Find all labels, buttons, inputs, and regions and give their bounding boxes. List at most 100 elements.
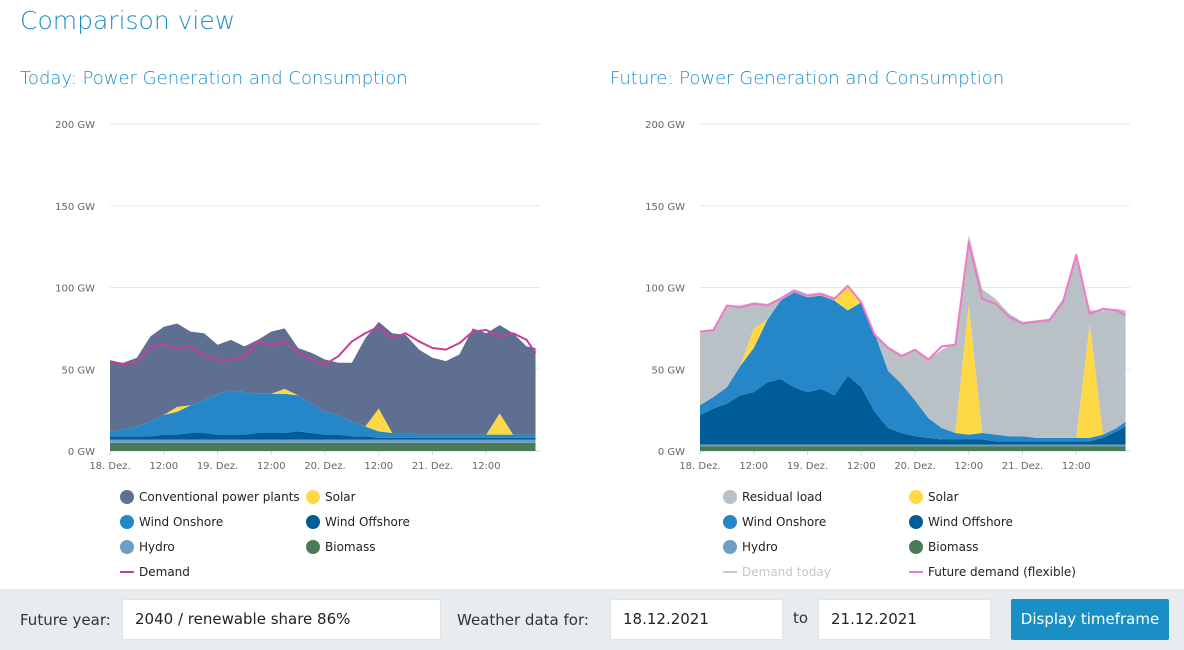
future-demand-line-icon	[909, 571, 923, 573]
y-tick-label: 100 GW	[645, 284, 685, 295]
area-biomass	[700, 446, 1126, 451]
future-year-label: Future year:	[20, 611, 111, 629]
legend-label: Solar	[325, 490, 356, 504]
biomass-dot-icon	[306, 540, 320, 554]
chart-title-today: Today: Power Generation and Consumption	[20, 68, 408, 89]
x-tick-label: 20. Dez.	[894, 461, 935, 472]
x-tick-label: 18. Dez.	[679, 461, 720, 472]
y-tick-label: 100 GW	[55, 284, 95, 295]
legend-label: Wind Onshore	[139, 515, 224, 529]
y-tick-label: 0 GW	[68, 447, 95, 458]
y-tick-label: 150 GW	[645, 202, 685, 213]
legend-future: Residual load Solar Wind Onshore Wind Of…	[723, 488, 1103, 581]
x-tick-label: 12:00	[149, 461, 178, 472]
x-tick-label: 12:00	[1062, 461, 1091, 472]
legend-label: Hydro	[139, 540, 175, 554]
y-tick-label: 0 GW	[658, 447, 685, 458]
today-chart: 0 GW 50 GW 100 GW 150 GW 200 GW 18. Dez. 12:00…	[55, 120, 540, 472]
x-tick-label: 12:00	[257, 461, 286, 472]
residual-load-dot-icon	[723, 490, 737, 504]
x-tick-label: 12:00	[847, 461, 876, 472]
legend-label: Future demand (flexible)	[928, 565, 1076, 579]
future-chart: 0 GW 50 GW 100 GW 150 GW 200 GW 18. Dez. 12:00…	[645, 120, 1130, 472]
conventional-dot-icon	[120, 490, 134, 504]
legend-item-wind-onshore[interactable]: Wind Onshore	[723, 513, 909, 531]
y-tick-label: 50 GW	[61, 365, 95, 376]
y-tick-label: 200 GW	[645, 120, 685, 131]
page-title: Comparison view	[20, 6, 236, 35]
legend-label: Biomass	[928, 540, 979, 554]
area-biomass	[110, 442, 536, 451]
footer-bar: Future year: 2040 / renewable share 86% …	[0, 589, 1184, 650]
demand-line	[109, 325, 537, 366]
legend-label: Residual load	[742, 490, 823, 504]
legend-label: Hydro	[742, 540, 778, 554]
area-wind_onshore	[110, 390, 536, 438]
legend-label: Demand	[139, 565, 190, 579]
area-solar	[700, 284, 1126, 438]
x-tick-label: 21. Dez.	[1002, 461, 1043, 472]
x-tick-label: 12:00	[472, 461, 501, 472]
future-year-select[interactable]: 2040 / renewable share 86%	[122, 599, 441, 640]
to-label: to	[793, 609, 809, 627]
area-wind_offshore	[110, 431, 536, 440]
legend-label: Solar	[928, 490, 959, 504]
legend-item-hydro[interactable]: Hydro	[120, 538, 306, 556]
legend-today: Conventional power plants Solar Wind Ons…	[120, 488, 500, 581]
legend-item-solar[interactable]: Solar	[306, 488, 492, 506]
wind-onshore-dot-icon	[120, 515, 134, 529]
legend-item-biomass[interactable]: Biomass	[909, 538, 1095, 556]
legend-item-hydro[interactable]: Hydro	[723, 538, 909, 556]
date-to-input[interactable]: 21.12.2021	[818, 599, 991, 640]
x-tick-label: 12:00	[954, 461, 983, 472]
x-tick-label: 12:00	[364, 461, 393, 472]
area-conventional	[110, 321, 536, 435]
wind-offshore-dot-icon	[306, 515, 320, 529]
legend-item-conventional[interactable]: Conventional power plants	[120, 488, 306, 506]
legend-item-solar[interactable]: Solar	[909, 488, 1095, 506]
wind-offshore-dot-icon	[909, 515, 923, 529]
y-tick-label: 150 GW	[55, 202, 95, 213]
legend-label: Wind Offshore	[325, 515, 410, 529]
weather-data-label: Weather data for:	[457, 611, 589, 629]
legend-item-residual-load[interactable]: Residual load	[723, 488, 909, 506]
solar-dot-icon	[306, 490, 320, 504]
x-tick-label: 12:00	[739, 461, 768, 472]
legend-item-demand[interactable]: Demand	[120, 563, 306, 581]
biomass-dot-icon	[909, 540, 923, 554]
x-tick-label: 19. Dez.	[197, 461, 238, 472]
wind-onshore-dot-icon	[723, 515, 737, 529]
legend-label: Demand today	[742, 565, 831, 579]
hydro-dot-icon	[120, 540, 134, 554]
demand-today-line-icon	[723, 571, 737, 573]
x-tick-label: 20. Dez.	[304, 461, 345, 472]
area-residual	[700, 235, 1126, 438]
legend-label: Biomass	[325, 540, 376, 554]
hydro-dot-icon	[723, 540, 737, 554]
display-timeframe-button[interactable]: Display timeframe	[1011, 599, 1169, 640]
legend-label: Wind Onshore	[742, 515, 827, 529]
chart-title-future: Future: Power Generation and Consumption	[610, 68, 1005, 89]
x-tick-label: 18. Dez.	[89, 461, 130, 472]
demand-line-icon	[120, 571, 134, 573]
x-tick-label: 21. Dez.	[412, 461, 453, 472]
legend-label: Wind Offshore	[928, 515, 1013, 529]
area-hydro	[700, 444, 1126, 447]
legend-item-demand-today[interactable]: Demand today	[723, 563, 909, 581]
future-demand-line	[699, 240, 1127, 361]
area-solar	[110, 388, 536, 435]
legend-item-biomass[interactable]: Biomass	[306, 538, 492, 556]
area-wind_offshore	[700, 375, 1126, 445]
legend-item-wind-offshore[interactable]: Wind Offshore	[909, 513, 1095, 531]
x-tick-label: 19. Dez.	[787, 461, 828, 472]
legend-item-wind-onshore[interactable]: Wind Onshore	[120, 513, 306, 531]
date-from-input[interactable]: 18.12.2021	[610, 599, 783, 640]
y-tick-label: 200 GW	[55, 120, 95, 131]
solar-dot-icon	[909, 490, 923, 504]
legend-item-wind-offshore[interactable]: Wind Offshore	[306, 513, 492, 531]
area-hydro	[110, 439, 536, 443]
y-tick-label: 50 GW	[651, 365, 685, 376]
legend-label: Conventional power plants	[139, 490, 300, 504]
legend-item-future-demand[interactable]: Future demand (flexible)	[909, 563, 1095, 581]
area-wind_onshore	[700, 292, 1126, 442]
